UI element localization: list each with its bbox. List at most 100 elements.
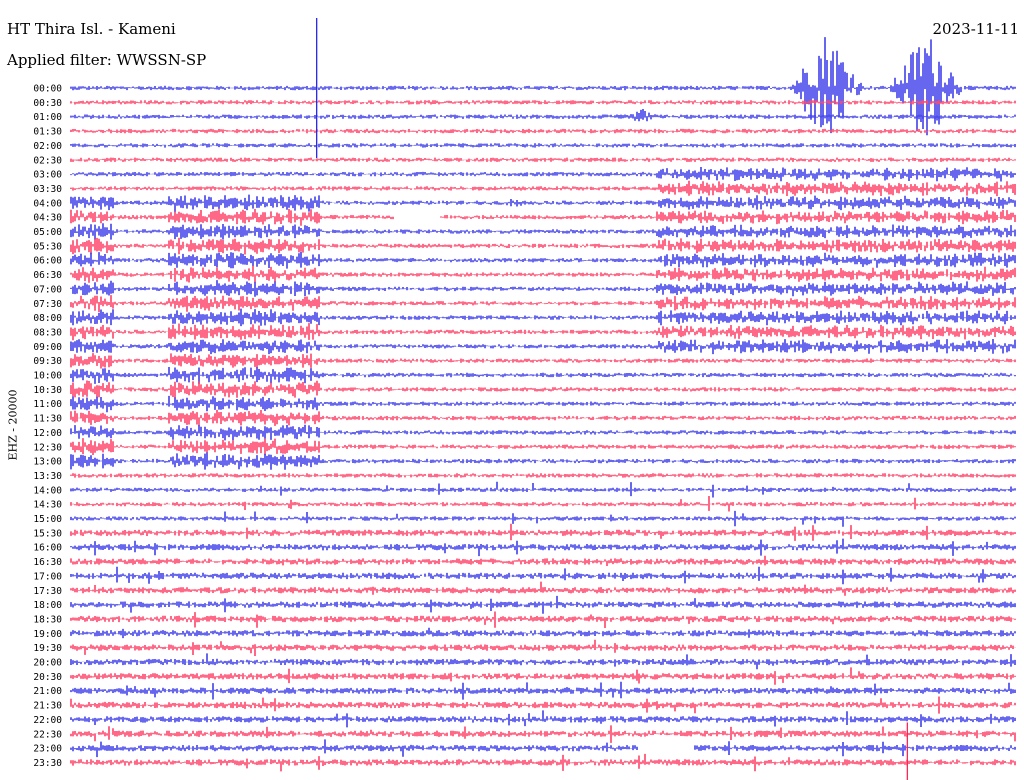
tick-label-1300: 13:00	[33, 457, 62, 468]
trace-row-0830	[70, 323, 1016, 341]
tick-label-2030: 20:30	[33, 672, 62, 683]
tick-label-2000: 20:00	[33, 658, 62, 669]
tick-label-1330: 13:30	[33, 471, 62, 482]
tick-label-1100: 11:00	[33, 399, 62, 410]
tick-label-0100: 01:00	[33, 112, 62, 123]
trace-row-0300	[70, 167, 1016, 182]
tick-label-0700: 07:00	[33, 284, 62, 295]
trace-row-0900	[70, 339, 1016, 355]
filter-label: Applied filter: WWSSN-SP	[7, 51, 207, 69]
trace-row-1300	[70, 452, 1016, 470]
trace-row-2030	[70, 667, 1016, 685]
tick-label-2200: 22:00	[33, 715, 62, 726]
trace-row-1400	[70, 481, 1016, 498]
trace-row-1930	[70, 639, 1016, 656]
trace-row-1000	[70, 367, 1016, 384]
trace-row-1330	[70, 473, 1016, 478]
tick-label-1730: 17:30	[33, 586, 62, 597]
tick-label-1400: 14:00	[33, 485, 62, 496]
trace-row-1500	[70, 510, 1016, 527]
trace-row-0800	[70, 308, 1016, 327]
tick-label-0730: 07:30	[33, 299, 62, 310]
time-tick-labels: 00:00 00:30 01:00 01:30 02:00 02:30 03:00 03:30…	[33, 84, 62, 769]
trace-row-1100	[70, 395, 1016, 413]
trace-row-0600	[70, 251, 1016, 269]
tick-label-0400: 04:00	[33, 198, 62, 209]
trace-row-0500	[70, 223, 1016, 240]
trace-row-2230	[70, 725, 1016, 743]
trace-row-1600	[70, 538, 1016, 557]
tick-label-1030: 10:30	[33, 385, 62, 396]
tick-label-0600: 06:00	[33, 256, 62, 267]
trace-row-1530	[70, 523, 1016, 541]
trace-row-1800	[70, 595, 1016, 614]
tick-label-1830: 18:30	[33, 614, 62, 625]
tick-label-0500: 05:00	[33, 227, 62, 238]
tick-label-1000: 10:00	[33, 371, 62, 382]
tick-label-0130: 01:30	[33, 127, 62, 138]
trace-row-0630	[70, 265, 1016, 283]
tick-label-1230: 12:30	[33, 442, 62, 453]
tick-label-2300: 23:00	[33, 744, 62, 755]
trace-row-0200	[70, 143, 1016, 148]
tick-label-0000: 00:00	[33, 84, 62, 95]
tick-label-0630: 06:30	[33, 270, 62, 281]
tick-label-2130: 21:30	[33, 701, 62, 712]
trace-row-2000	[70, 653, 1016, 670]
trace-row-0700	[70, 280, 1016, 297]
tick-label-0300: 03:00	[33, 170, 62, 181]
tick-label-1130: 11:30	[33, 414, 62, 425]
trace-row-2200	[70, 710, 1016, 728]
station-title: HT Thira Isl. - Kameni	[7, 20, 176, 38]
trace-row-1430	[70, 496, 1016, 512]
trace-row-0330	[70, 180, 1016, 197]
tick-label-1530: 15:30	[33, 528, 62, 539]
tick-label-0200: 02:00	[33, 141, 62, 152]
trace-row-0430	[70, 209, 1016, 226]
trace-row-2300	[70, 739, 1016, 758]
trace-row-0230	[70, 157, 1016, 162]
tick-label-1800: 18:00	[33, 600, 62, 611]
trace-row-0930	[70, 353, 1016, 369]
trace-row-0100	[70, 109, 1016, 122]
tick-label-2230: 22:30	[33, 729, 62, 740]
tick-label-1600: 16:00	[33, 543, 62, 554]
trace-row-1630	[70, 555, 1016, 566]
trace-row-1230	[70, 438, 1016, 455]
tick-label-2330: 23:30	[33, 758, 62, 769]
tick-label-2100: 21:00	[33, 686, 62, 697]
tick-label-0430: 04:30	[33, 213, 62, 224]
plot-date: 2023-11-11	[932, 20, 1019, 38]
tick-label-1900: 19:00	[33, 629, 62, 640]
trace-row-0030	[70, 100, 1016, 105]
trace-row-0000	[70, 37, 1016, 136]
tick-label-1200: 12:00	[33, 428, 62, 439]
tick-label-0800: 08:00	[33, 313, 62, 324]
tick-label-0530: 05:30	[33, 241, 62, 252]
tick-label-0030: 00:30	[33, 98, 62, 109]
trace-row-0400	[70, 194, 1016, 212]
trace-row-1900	[70, 627, 1016, 639]
trace-group	[70, 18, 1016, 780]
trace-row-1030	[70, 380, 1016, 399]
trace-row-0130	[70, 128, 1016, 134]
trace-row-1830	[70, 611, 1016, 628]
trace-row-1700	[70, 566, 1016, 585]
trace-row-1200	[70, 424, 1016, 441]
tick-label-1430: 14:30	[33, 500, 62, 511]
tick-label-0230: 02:30	[33, 155, 62, 166]
tick-label-0900: 09:00	[33, 342, 62, 353]
tick-label-0930: 09:30	[33, 356, 62, 367]
tick-label-0830: 08:30	[33, 327, 62, 338]
tick-label-1630: 16:30	[33, 557, 62, 568]
trace-row-0530	[70, 237, 1016, 255]
trace-row-0730	[70, 295, 1016, 313]
tick-label-1700: 17:00	[33, 571, 62, 582]
tick-label-1500: 15:00	[33, 514, 62, 525]
tick-label-1930: 19:30	[33, 643, 62, 654]
tick-label-0330: 03:30	[33, 184, 62, 195]
trace-row-1130	[70, 409, 1016, 426]
trace-row-2100	[70, 681, 1016, 700]
trace-row-2330	[70, 753, 1016, 772]
